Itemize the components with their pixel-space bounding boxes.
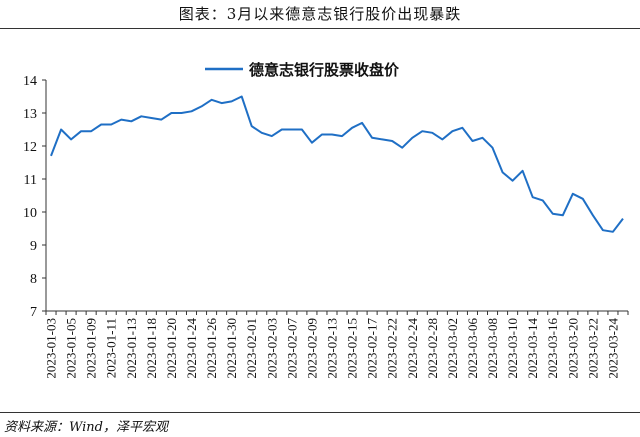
- y-tick-label: 11: [24, 173, 37, 188]
- x-tick-label: 2023-01-26: [204, 318, 219, 379]
- x-tick-label: 2023-03-22: [585, 318, 600, 379]
- x-tick-label: 2023-02-01: [244, 318, 259, 379]
- x-tick-label: 2023-02-07: [284, 318, 299, 379]
- legend: 德意志银行股票收盘价: [205, 61, 400, 79]
- x-tick-label: 2023-01-30: [224, 318, 239, 379]
- x-tick-label: 2023-03-10: [505, 318, 520, 379]
- x-tick-label: 2023-03-14: [525, 318, 540, 379]
- x-tick-label: 2023-01-24: [184, 318, 199, 379]
- x-tick-label: 2023-01-11: [104, 318, 119, 378]
- y-axis: 7 8 9 10 11 12 13 14: [23, 74, 47, 320]
- top-divider: [0, 28, 640, 29]
- x-axis: 2023-01-03 2023-01-05 2023-01-09 2023-01-11…: [44, 310, 629, 379]
- x-tick-label: 2023-03-16: [545, 318, 560, 379]
- y-tick-label: 14: [23, 74, 37, 89]
- x-tick-label: 2023-02-09: [304, 318, 319, 379]
- x-tick-label: 2023-02-17: [365, 318, 380, 379]
- x-tick-label: 2023-03-02: [445, 318, 460, 379]
- y-tick-label: 9: [30, 239, 37, 254]
- y-tick-label: 7: [30, 305, 37, 320]
- x-tick-label: 2023-02-28: [425, 318, 440, 379]
- x-tick-label: 2023-03-08: [485, 318, 500, 379]
- series-line-deutsche-bank-close: [50, 95, 624, 233]
- x-tick-label: 2023-02-13: [324, 318, 339, 379]
- page-title: 图表：3月以来德意志银行股价出现暴跌: [178, 5, 462, 23]
- x-tick-label: 2023-02-24: [405, 318, 420, 379]
- x-tick-label: 2023-02-03: [264, 318, 279, 379]
- x-tick-label: 2023-03-24: [605, 318, 620, 379]
- source-note: 资料来源：Wind，泽平宏观: [4, 420, 168, 435]
- bottom-divider: [0, 412, 640, 413]
- x-tick-label: 2023-01-20: [164, 318, 179, 379]
- series-layer: [50, 95, 624, 233]
- x-tick-label: 2023-03-06: [465, 318, 480, 379]
- x-tick-label: 2023-01-13: [124, 318, 139, 379]
- x-tick-label: 2023-02-22: [385, 318, 400, 379]
- x-tick-label: 2023-01-18: [144, 318, 159, 379]
- x-tick-label: 2023-01-09: [84, 318, 99, 379]
- x-tick-label: 2023-01-05: [64, 318, 79, 379]
- x-tick-label: 2023-01-03: [44, 318, 59, 379]
- y-tick-label: 13: [23, 107, 37, 122]
- y-tick-label: 8: [30, 272, 37, 287]
- x-tick-label: 2023-03-20: [565, 318, 580, 379]
- y-tick-label: 10: [23, 206, 37, 221]
- legend-label: 德意志银行股票收盘价: [249, 61, 400, 79]
- x-tick-label: 2023-02-15: [345, 318, 360, 379]
- y-tick-label: 12: [23, 140, 37, 155]
